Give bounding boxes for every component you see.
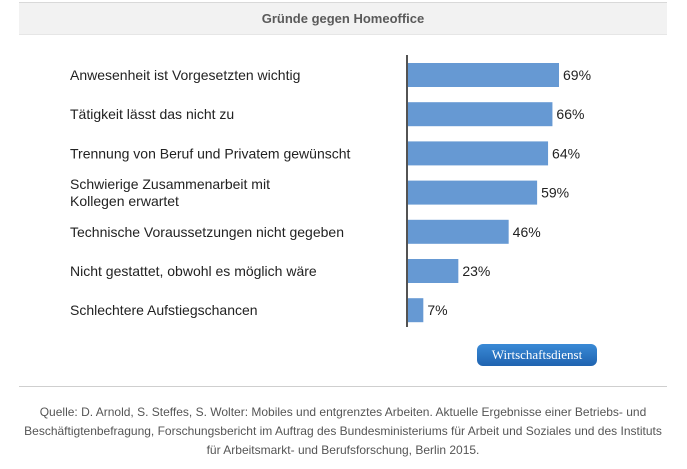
category-label: Technische Voraussetzungen nicht gegeben — [70, 224, 344, 240]
bar — [408, 63, 559, 87]
category-label: Schlechtere Aufstiegschancen — [70, 302, 258, 318]
chart-title-bar: Gründe gegen Homeoffice — [19, 2, 667, 35]
category-label: Kollegen erwartet — [70, 193, 179, 209]
value-label: 23% — [462, 263, 490, 279]
bar — [408, 102, 553, 127]
value-label: 46% — [513, 224, 541, 240]
wirtschaftsdienst-logo: Wirtschaftsdienst — [477, 344, 597, 366]
value-label: 7% — [427, 302, 447, 318]
category-label: Trennung von Beruf und Privatem gewünsch… — [70, 145, 351, 161]
chart-title: Gründe gegen Homeoffice — [261, 11, 425, 26]
value-label: 64% — [552, 145, 580, 161]
category-label: Schwierige Zusammenarbeit mit — [70, 176, 270, 192]
divider — [19, 386, 667, 387]
source-note: Quelle: D. Arnold, S. Steffes, S. Wolter… — [24, 405, 662, 457]
value-label: 59% — [541, 185, 569, 201]
category-label: Nicht gestattet, obwohl es möglich wäre — [70, 263, 317, 279]
bar — [408, 180, 538, 205]
value-label: 66% — [556, 106, 584, 122]
bar — [408, 141, 549, 166]
category-label: Anwesenheit ist Vorgesetzten wichtig — [70, 67, 300, 83]
bar-chart: 69% Anwesenheit ist Vorgesetzten wichtig 6… — [70, 55, 591, 327]
category-label: Tätigkeit lässt das nicht zu — [70, 106, 234, 122]
bar — [408, 219, 509, 244]
bar — [408, 298, 424, 323]
value-label: 69% — [563, 67, 591, 83]
bar — [408, 259, 459, 283]
